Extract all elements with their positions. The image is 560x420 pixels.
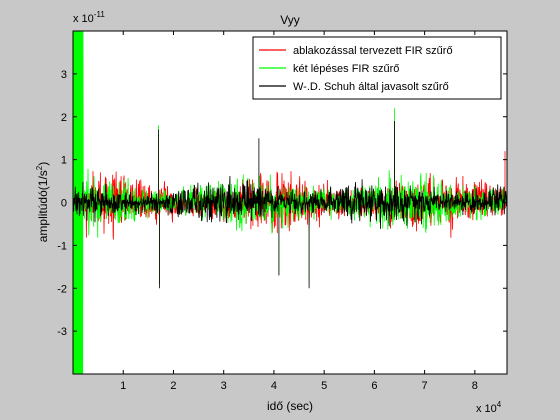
legend-entry-label: W-.D. Schuh által javasolt szűrő	[293, 81, 449, 93]
x-tick-label: 6	[371, 380, 377, 392]
series-line-3	[72, 121, 508, 289]
y-tick-label: 0	[61, 198, 67, 210]
x-exponent-label: x 104	[476, 400, 502, 415]
series-layer	[72, 30, 508, 375]
y-tick-label: 3	[61, 69, 67, 81]
x-tick-label: 1	[120, 380, 126, 392]
y-tick-label: -2	[57, 283, 67, 295]
legend-box	[252, 36, 502, 100]
y-tick-label: 2	[61, 112, 67, 124]
legend-entry-label: ablakozással tervezett FIR szűrő	[293, 45, 453, 57]
x-tick-label: 4	[271, 380, 277, 392]
axis-layer: 1 2 3 4 5 6 7 8 -3 -2 -1 0 1 2 3	[57, 31, 507, 392]
y-tick-label: 1	[61, 155, 67, 167]
y-tick-label: -1	[57, 240, 67, 252]
legend: ablakozással tervezett FIR szűrő két lépé…	[252, 36, 502, 100]
legend-entry-label: két lépéses FIR szűrő	[293, 63, 399, 75]
x-tick-label: 2	[170, 380, 176, 392]
x-axis-label: idő (sec)	[267, 399, 313, 413]
y-exponent-label: x 10-11	[73, 10, 105, 25]
x-tick-label: 5	[321, 380, 327, 392]
y-axis-label: amplitúdó(1/s2)	[35, 162, 50, 243]
chart-title: Vyy	[280, 13, 300, 27]
x-tick-label: 3	[221, 380, 227, 392]
y-tick-label: -3	[57, 326, 67, 338]
x-tick-label: 7	[422, 380, 428, 392]
x-tick-label: 8	[472, 380, 478, 392]
